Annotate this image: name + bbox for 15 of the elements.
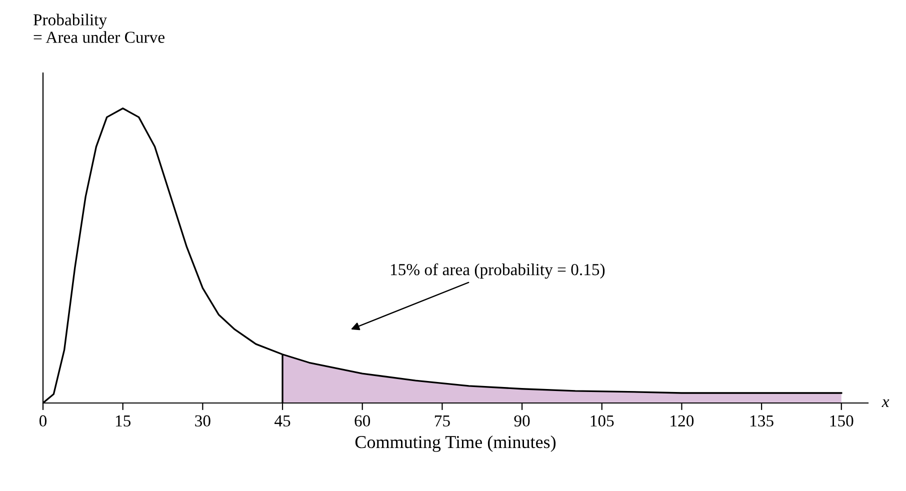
x-tick-label: 75 bbox=[434, 415, 450, 427]
x-tick-label: 90 bbox=[514, 415, 530, 427]
y-axis-title: Probability = Area under Curve bbox=[33, 14, 164, 43]
x-tick-label: 135 bbox=[750, 415, 774, 427]
x-tick-label: 120 bbox=[670, 415, 694, 427]
x-tick-label: 150 bbox=[830, 415, 854, 427]
x-tick-label: 15 bbox=[116, 415, 131, 427]
x-tick-label: 0 bbox=[39, 415, 47, 427]
x-tick-label: 45 bbox=[274, 415, 290, 427]
x-axis-title: Commuting Time (minutes) bbox=[355, 435, 556, 452]
x-tick-label: 60 bbox=[354, 415, 370, 427]
x-tick-label: 105 bbox=[590, 415, 614, 427]
text: x bbox=[882, 399, 890, 408]
x-tick-label: 30 bbox=[195, 415, 210, 427]
annotation: 15% of area (probability = 0.15) bbox=[390, 263, 605, 279]
